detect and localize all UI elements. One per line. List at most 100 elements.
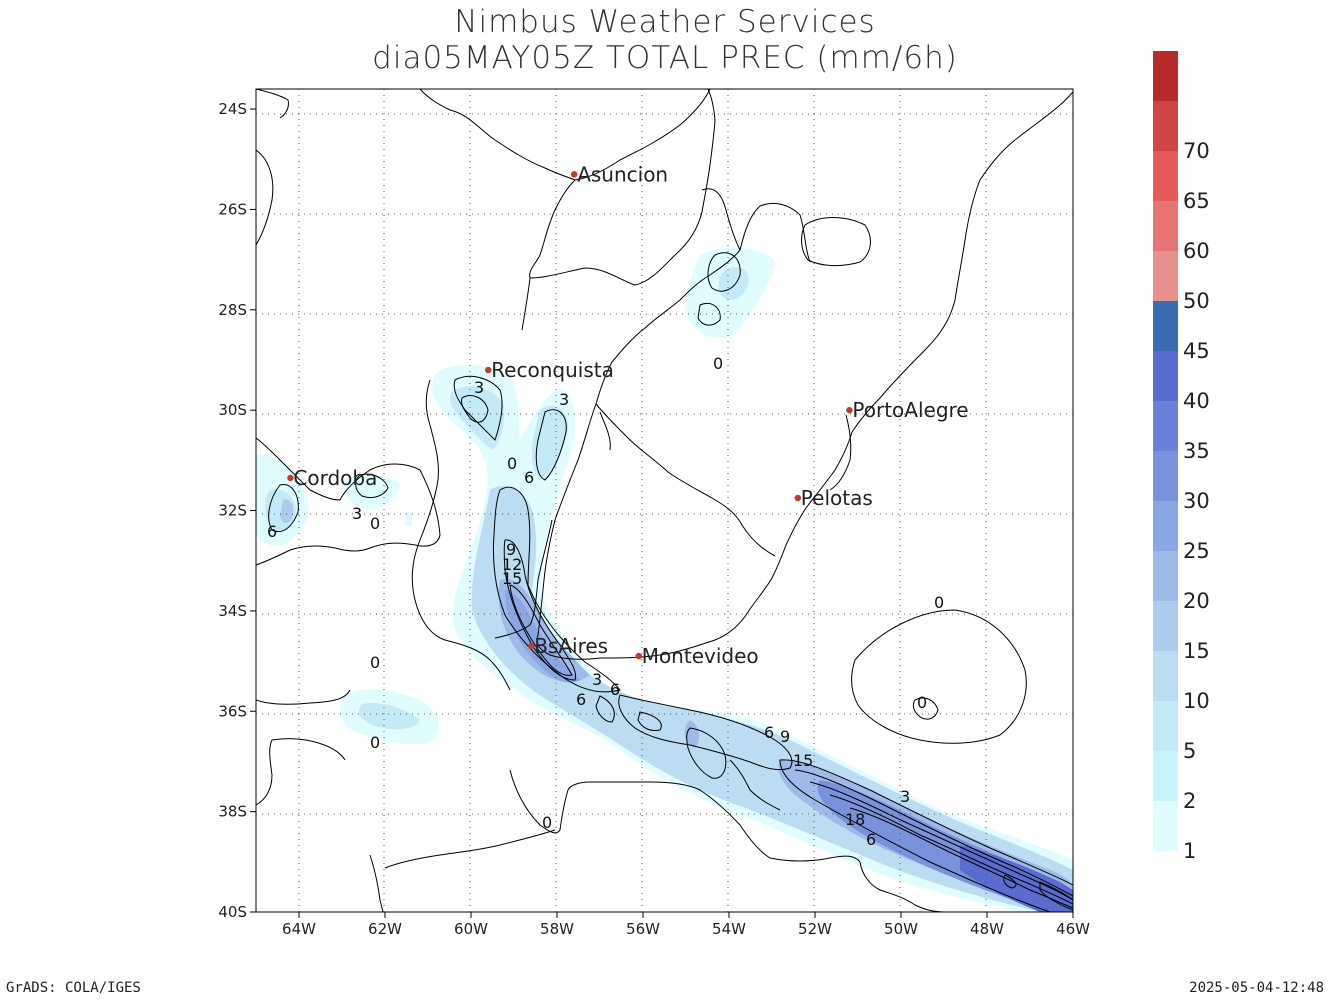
contour-label: 3 [559, 390, 569, 409]
contour-label: 15 [502, 569, 522, 588]
contour-label: 0 [713, 354, 723, 373]
legend-swatch [1153, 401, 1178, 451]
legend-label: 60 [1183, 239, 1210, 263]
contour-label: 3 [592, 670, 602, 689]
city-markers: Asuncion Reconquista PortoAlegre Cordoba Pel… [287, 162, 969, 668]
legend-swatch [1153, 601, 1178, 651]
legend-swatch [1153, 251, 1178, 301]
lat-tick-label: 28S [218, 301, 247, 319]
contour-label: 0 [507, 454, 517, 473]
city-marker: Cordoba [287, 466, 377, 490]
legend-label: 15 [1183, 639, 1210, 663]
city-marker: Reconquista [485, 358, 614, 382]
legend-swatch [1153, 801, 1178, 851]
city-marker: PortoAlegre [846, 398, 969, 422]
contour-label: 6 [267, 522, 277, 541]
contour-label: 18 [845, 810, 865, 829]
lon-tick-label: 50W [884, 920, 918, 938]
lon-tick-label: 48W [970, 920, 1004, 938]
city-label: Pelotas [801, 486, 873, 510]
title-line-1: Nimbus Weather Services [454, 4, 876, 40]
contour-label: 3 [900, 787, 910, 806]
legend-swatch [1153, 651, 1178, 701]
city-label: Cordoba [293, 466, 377, 490]
legend-swatch [1153, 151, 1178, 201]
lat-tick-label: 36S [218, 702, 247, 720]
legend-label: 65 [1183, 189, 1210, 213]
lat-tick-label: 32S [218, 502, 247, 520]
gridlines [256, 89, 1073, 912]
legend-label: 50 [1183, 289, 1210, 313]
city-label: Asuncion [577, 162, 668, 186]
contour-label: 0 [542, 813, 552, 832]
legend-label: 25 [1183, 539, 1210, 563]
city-dot [528, 642, 535, 650]
contour-label: 0 [370, 514, 380, 533]
lat-tick-label: 38S [218, 803, 247, 821]
city-dot [635, 652, 642, 660]
contour-label: 6 [866, 830, 876, 849]
legend-label: 70 [1183, 139, 1210, 163]
city-label: Montevideo [642, 644, 759, 668]
legend-swatch [1153, 451, 1178, 501]
legend-label: 5 [1183, 739, 1196, 763]
precip-contours [268, 217, 1073, 912]
legend-swatch [1153, 101, 1178, 151]
lon-tick-label: 56W [626, 920, 660, 938]
legend-swatch [1153, 201, 1178, 251]
city-marker: Asuncion [571, 162, 668, 186]
legend-label: 30 [1183, 489, 1210, 513]
legend-label: 2 [1183, 789, 1196, 813]
contour-label: 12 [502, 555, 522, 574]
lon-tick-label: 52W [798, 920, 832, 938]
legend-swatch [1153, 51, 1178, 101]
legend-swatch [1153, 551, 1178, 601]
legend-label: 40 [1183, 389, 1210, 413]
legend-swatch [1153, 501, 1178, 551]
contour-label: 9 [780, 727, 790, 746]
contour-label: 15 [793, 751, 813, 770]
lon-tick-label: 62W [368, 920, 402, 938]
title-line-2: dia05MAY05Z TOTAL PREC (mm/6h) [372, 40, 958, 76]
lon-tick-label: 58W [540, 920, 574, 938]
city-label: BsAires [534, 634, 608, 658]
lon-tick-label: 46W [1056, 920, 1090, 938]
contour-label: 6 [610, 680, 620, 699]
map-title: Nimbus Weather Services dia05MAY05Z TOTA… [0, 4, 1330, 76]
city-dot [794, 494, 801, 502]
legend-label: 1 [1183, 839, 1196, 863]
lon-tick-label: 64W [282, 920, 316, 938]
lon-tick-label: 54W [712, 920, 746, 938]
lat-tick-label: 40S [218, 903, 247, 921]
city-label: Reconquista [491, 358, 614, 382]
legend-label: 20 [1183, 589, 1210, 613]
legend-label: 10 [1183, 689, 1210, 713]
legend-swatch [1153, 351, 1178, 401]
city-dot [571, 171, 578, 178]
footer-timestamp: 2025-05-04-12:48 [1189, 980, 1324, 996]
city-label: PortoAlegre [852, 398, 968, 422]
lon-axis: 64W 62W 60W 58W 56W 54W 52W 50W 48W 46W [282, 912, 1090, 938]
city-marker: Pelotas [794, 486, 873, 510]
legend-swatch [1153, 301, 1178, 351]
contour-label: 3 [474, 378, 484, 397]
lat-axis: 24S 26S 28S 30S 32S 34S 36S 38S 40S [218, 100, 256, 921]
legend-label: 35 [1183, 439, 1210, 463]
lat-tick-label: 34S [218, 602, 247, 620]
contour-label: 6 [576, 690, 586, 709]
contour-label: 0 [934, 593, 944, 612]
contour-label: 6 [764, 723, 774, 742]
city-dot [485, 366, 492, 374]
contour-label: 3 [352, 504, 362, 523]
city-dot [846, 406, 853, 414]
footer-credit: GrADS: COLA/IGES [6, 980, 141, 996]
plot-frame [255, 88, 1074, 913]
contour-label: 0 [917, 693, 927, 712]
legend-swatch [1153, 751, 1178, 801]
city-marker: BsAires [528, 634, 608, 658]
lon-tick-label: 60W [454, 920, 488, 938]
legend-swatch [1153, 701, 1178, 751]
contour-label: 0 [370, 733, 380, 752]
